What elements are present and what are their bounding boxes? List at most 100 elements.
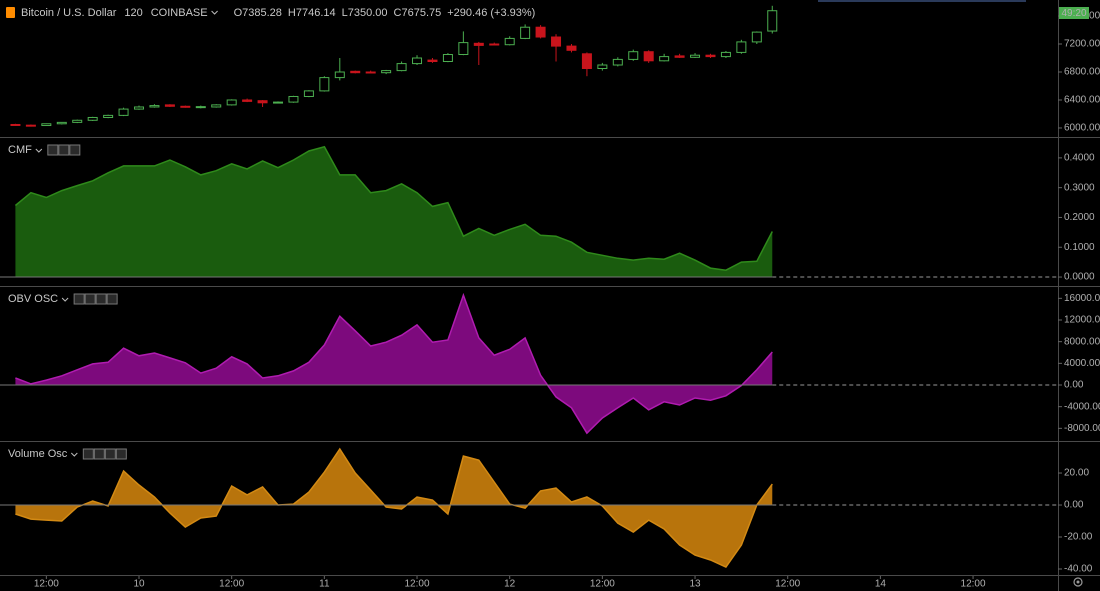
candle-body	[551, 36, 562, 47]
x-tick-label: 12:00	[961, 579, 986, 590]
candle-body	[736, 41, 747, 53]
candle-body	[56, 121, 67, 125]
candle-body	[674, 55, 685, 58]
area-fill	[15, 295, 773, 434]
candle-body	[767, 10, 778, 32]
indicator-title: Volume Osc	[8, 448, 68, 460]
indicator-title: OBV OSC	[8, 293, 58, 305]
candle-body	[334, 71, 345, 79]
candle-body	[489, 43, 500, 46]
candle-body	[87, 116, 98, 121]
candle-body	[520, 26, 531, 39]
y-tick-label: 0.00	[1064, 500, 1084, 511]
indicator-button[interactable]	[93, 448, 105, 460]
candle-body	[643, 51, 654, 62]
candle-body	[195, 106, 206, 109]
candle-body	[118, 108, 129, 116]
x-tick-label: 12:00	[34, 579, 59, 590]
y-tick-label: 0.1000	[1064, 242, 1095, 253]
candle-body	[180, 105, 191, 108]
candle-body	[164, 104, 175, 107]
candle-body	[134, 106, 145, 110]
indicator-caret	[61, 297, 69, 302]
candle-body	[412, 57, 423, 65]
candle-body	[257, 100, 268, 104]
ohlc-value: H7746.14	[288, 7, 336, 19]
indicator-button[interactable]	[104, 448, 116, 460]
indicator-caret	[70, 452, 78, 457]
y-tick-label: 0.4000	[1064, 153, 1095, 164]
countdown-tag	[1059, 7, 1089, 19]
countdown: 49:20	[1061, 8, 1086, 19]
candle-body	[458, 42, 469, 56]
candle-body	[628, 51, 639, 60]
indicator-button[interactable]	[82, 448, 94, 460]
ohlc-value: O7385.28	[234, 7, 282, 19]
y-tick-label: -40.00	[1064, 564, 1093, 575]
candle-body	[365, 71, 376, 74]
y-tick-label: 8000.00	[1064, 336, 1100, 347]
y-tick-label: 6400.00	[1064, 95, 1100, 106]
toolbar-edge	[818, 0, 1026, 2]
indicator-button[interactable]	[69, 144, 81, 156]
area-line	[15, 292, 773, 435]
candle-body	[149, 105, 160, 108]
candle-body	[103, 114, 114, 118]
candle-body	[381, 70, 392, 74]
candle-body	[350, 70, 361, 74]
indicator-button[interactable]	[115, 448, 127, 460]
candle-body	[72, 119, 83, 123]
indicator-button[interactable]	[58, 144, 70, 156]
y-tick-label: 12000.00	[1064, 315, 1100, 326]
x-tick-label: 14	[875, 579, 887, 590]
candle-body	[581, 53, 592, 69]
y-tick-label: 16000.00	[1064, 293, 1100, 304]
candle-body	[751, 31, 762, 43]
candle-body	[535, 26, 546, 38]
candle-body	[25, 124, 36, 127]
candle-body	[504, 37, 515, 46]
dropdown-caret	[211, 10, 218, 15]
indicator-button[interactable]	[84, 293, 96, 305]
x-tick-label: 10	[133, 579, 145, 590]
y-tick-label: -20.00	[1064, 532, 1093, 543]
symbol-title: Bitcoin / U.S. Dollar	[21, 7, 117, 19]
y-tick-label: -4000.00	[1064, 401, 1100, 412]
y-tick-label: 20.00	[1064, 468, 1089, 479]
indicator-button[interactable]	[73, 293, 85, 305]
indicator-button[interactable]	[106, 293, 118, 305]
candle-body	[473, 42, 484, 46]
y-tick-label: 4000.00	[1064, 358, 1100, 369]
candle-body	[612, 58, 623, 66]
y-tick-label: 0.3000	[1064, 182, 1095, 193]
candle-body	[659, 56, 670, 62]
area-line	[14, 145, 773, 271]
indicator-button[interactable]	[47, 144, 59, 156]
indicator-caret	[35, 148, 43, 153]
x-tick-label: 11	[319, 579, 330, 590]
y-tick-label: 6800.00	[1064, 67, 1100, 78]
indicator-button[interactable]	[95, 293, 107, 305]
y-tick-label: 7200.00	[1064, 39, 1100, 50]
y-tick-label: 0.0000	[1064, 272, 1095, 283]
y-tick-label: -8000.00	[1064, 423, 1100, 434]
x-tick-label: 12	[504, 579, 516, 590]
candle-body	[720, 51, 731, 58]
candle-body	[566, 45, 577, 51]
x-tick-label: 12:00	[219, 579, 244, 590]
settings-icon[interactable]	[1073, 577, 1083, 587]
x-tick-label: 12:00	[775, 579, 800, 590]
candle-body	[288, 95, 299, 103]
y-tick-label: 6000.00	[1064, 123, 1100, 134]
indicator-title: CMF	[8, 144, 32, 156]
candle-body	[690, 54, 701, 58]
ohlc-value: C7675.75	[394, 7, 442, 19]
candle-body	[41, 123, 52, 127]
exchange: COINBASE	[151, 7, 208, 19]
candle-body	[597, 64, 608, 70]
candle-body	[211, 104, 222, 108]
area-line	[15, 447, 773, 569]
ohlc-value: +290.46 (+3.93%)	[447, 7, 535, 19]
symbol-icon[interactable]	[6, 7, 15, 18]
